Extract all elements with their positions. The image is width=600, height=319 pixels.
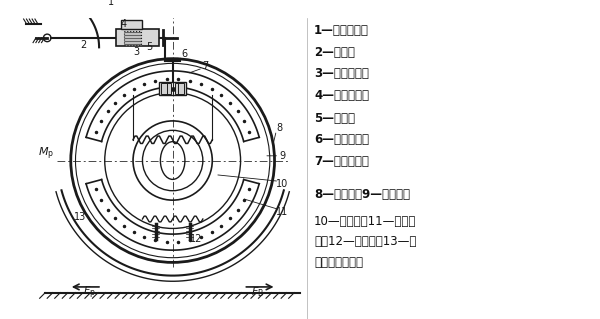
Text: $M_{\rm p}$: $M_{\rm p}$	[38, 145, 54, 162]
Text: 8: 8	[276, 122, 283, 132]
Text: 3: 3	[134, 47, 140, 57]
Text: 10: 10	[276, 179, 288, 189]
Text: 4: 4	[121, 19, 127, 29]
Text: 1—制动蹏板；: 1—制动蹏板；	[314, 24, 369, 37]
Text: 1: 1	[108, 0, 115, 7]
Text: 6: 6	[181, 49, 187, 59]
Text: 6—制动轮缸；: 6—制动轮缸；	[314, 133, 369, 146]
Text: 8—制动鼓；9—摩擦片；: 8—制动鼓；9—摩擦片；	[314, 188, 410, 201]
Bar	[124, 31, 140, 45]
Text: 9: 9	[279, 151, 285, 161]
Text: 5: 5	[146, 42, 152, 52]
Text: 5—油管；: 5—油管；	[314, 112, 355, 125]
Bar	[161, 83, 171, 94]
Bar	[116, 29, 158, 46]
Text: 动蹄回位弹簧。: 动蹄回位弹簧。	[314, 256, 363, 269]
Text: 板；12—支承销；13—制: 板；12—支承销；13—制	[314, 235, 416, 248]
Bar	[121, 20, 142, 29]
Text: 2: 2	[80, 41, 86, 50]
Text: 12: 12	[190, 234, 202, 244]
Text: 11: 11	[276, 207, 288, 218]
Text: 7—轮缸活塞；: 7—轮缸活塞；	[314, 155, 369, 168]
Text: $F_{\rm B}$: $F_{\rm B}$	[251, 286, 264, 299]
Bar	[175, 83, 184, 94]
Text: 13: 13	[74, 212, 86, 222]
Text: 4—制动主缸；: 4—制动主缸；	[314, 89, 369, 102]
Text: 7: 7	[203, 61, 209, 71]
Bar	[160, 82, 186, 95]
Text: $F_{\rm p}$: $F_{\rm p}$	[83, 285, 96, 301]
Text: 3—主缸活塞；: 3—主缸活塞；	[314, 67, 369, 80]
Text: 10—制动蹄；11—制动底: 10—制动蹄；11—制动底	[314, 215, 416, 228]
Text: 2—推杆；: 2—推杆；	[314, 46, 355, 59]
